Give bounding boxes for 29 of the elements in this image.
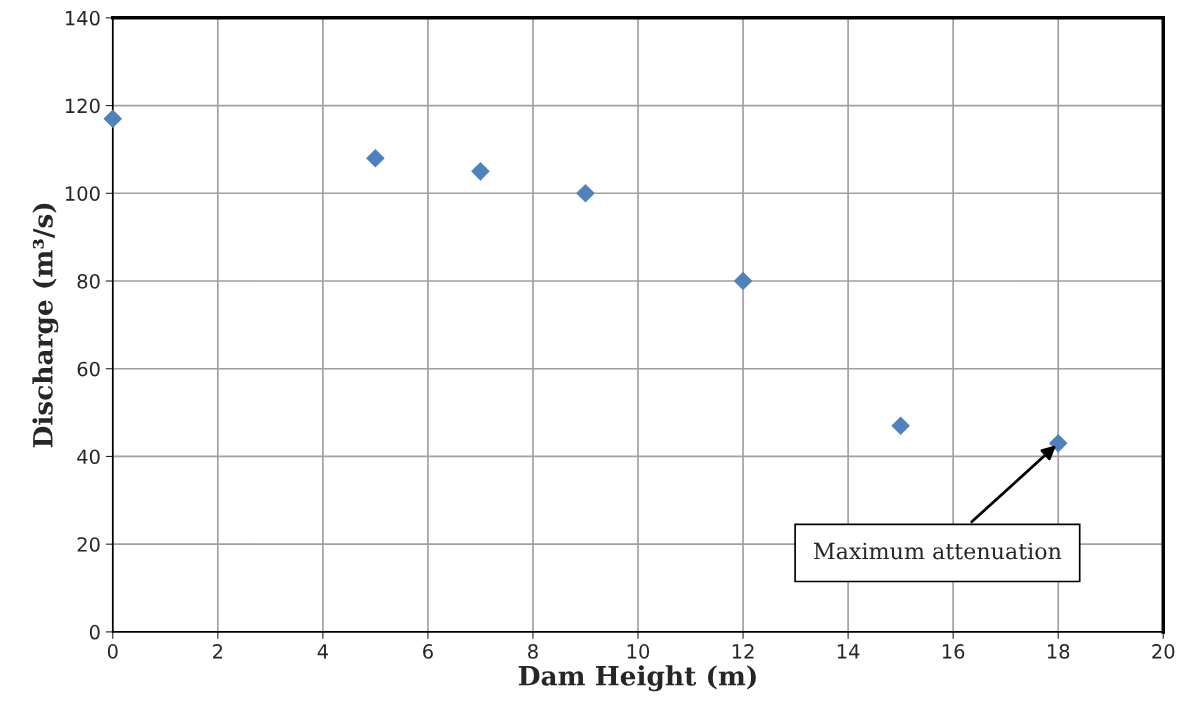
point [366, 148, 385, 168]
y-axis-title: Discharge (m³/s) [32, 203, 59, 448]
y-tick-label: 0 [89, 624, 100, 640]
point [733, 271, 753, 291]
x-tick-label: 0 [107, 644, 118, 659]
x-tick-label: 10 [627, 644, 650, 659]
x-tick-label: 20 [1152, 644, 1175, 659]
y-tick-label: 140 [65, 10, 100, 26]
point [471, 162, 490, 181]
x-axis-title: Dam Height (m) [518, 665, 756, 692]
y-tick-label: 100 [65, 186, 100, 201]
y-tick-label: 20 [77, 537, 100, 552]
x-tick-label: 18 [1047, 644, 1070, 659]
point [103, 109, 123, 129]
x-tick-label: 2 [213, 644, 223, 659]
annotation: Maximum attenuation [814, 542, 1062, 560]
x-tick-label: 6 [423, 644, 433, 659]
x-tick-label: 12 [732, 644, 754, 659]
y-tick-label: 80 [77, 273, 100, 289]
y-tick-label: 40 [77, 449, 100, 465]
x-tick-label: 14 [837, 644, 860, 659]
point [1048, 433, 1068, 453]
y-tick-label: 60 [77, 361, 100, 377]
x-tick-label: 4 [317, 644, 328, 659]
y-tick-label: 120 [65, 98, 100, 114]
x-tick-label: 8 [528, 644, 538, 659]
x-tick-label: 16 [942, 644, 965, 659]
point [891, 416, 910, 436]
point [576, 183, 595, 203]
